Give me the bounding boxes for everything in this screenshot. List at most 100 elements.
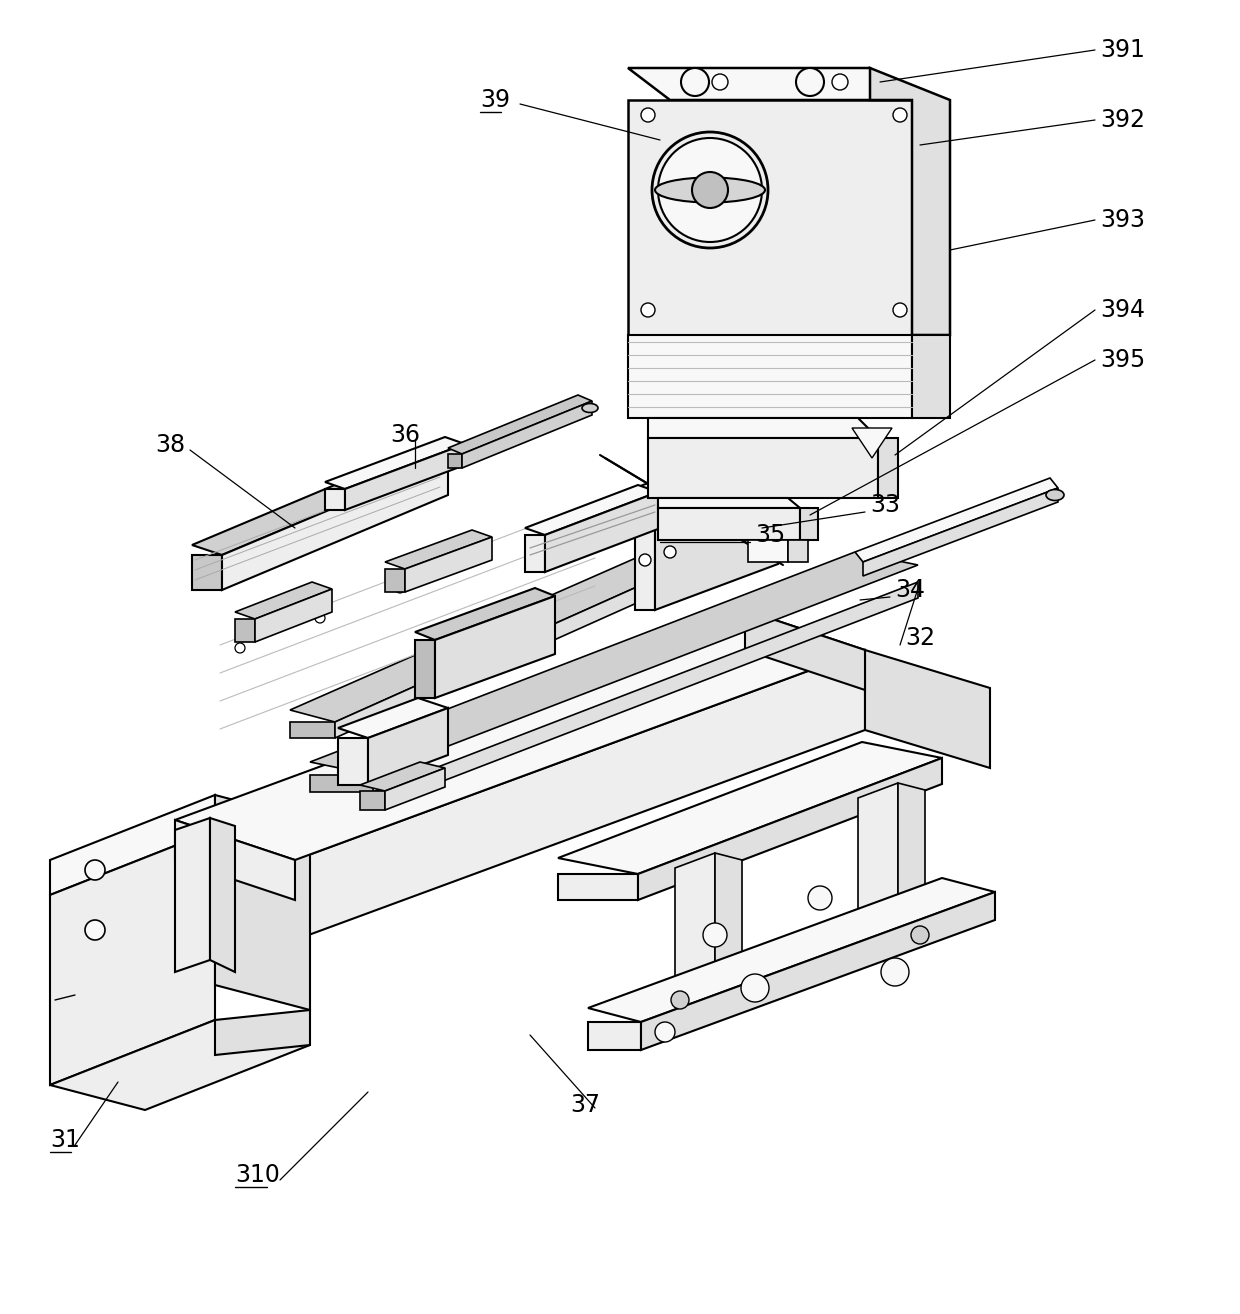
Polygon shape bbox=[50, 795, 215, 895]
Circle shape bbox=[658, 138, 763, 242]
Text: 36: 36 bbox=[391, 423, 420, 447]
Polygon shape bbox=[384, 530, 492, 569]
Polygon shape bbox=[558, 742, 942, 874]
Circle shape bbox=[880, 958, 909, 986]
Polygon shape bbox=[50, 1020, 310, 1110]
Text: 33: 33 bbox=[870, 493, 900, 516]
Polygon shape bbox=[236, 619, 255, 643]
Polygon shape bbox=[856, 478, 1058, 562]
Polygon shape bbox=[368, 708, 448, 784]
Text: 31: 31 bbox=[50, 1127, 79, 1152]
Text: 35: 35 bbox=[755, 523, 785, 547]
Circle shape bbox=[556, 523, 565, 533]
Circle shape bbox=[893, 304, 906, 317]
Polygon shape bbox=[325, 438, 465, 489]
Polygon shape bbox=[525, 485, 658, 535]
Polygon shape bbox=[627, 68, 911, 100]
Polygon shape bbox=[290, 510, 782, 721]
Polygon shape bbox=[255, 589, 332, 643]
Polygon shape bbox=[360, 762, 445, 791]
Text: 37: 37 bbox=[570, 1093, 600, 1117]
Polygon shape bbox=[435, 597, 556, 698]
Polygon shape bbox=[878, 438, 898, 498]
Circle shape bbox=[703, 922, 727, 947]
Polygon shape bbox=[635, 495, 655, 610]
Polygon shape bbox=[627, 100, 911, 335]
Circle shape bbox=[893, 108, 906, 122]
Polygon shape bbox=[863, 487, 1058, 576]
Polygon shape bbox=[210, 819, 236, 972]
Circle shape bbox=[475, 553, 485, 562]
Polygon shape bbox=[898, 783, 925, 940]
Polygon shape bbox=[715, 853, 742, 1009]
Polygon shape bbox=[525, 535, 546, 572]
Text: 39: 39 bbox=[480, 88, 510, 112]
Circle shape bbox=[681, 68, 709, 96]
Circle shape bbox=[671, 991, 689, 1009]
Polygon shape bbox=[373, 582, 918, 808]
Circle shape bbox=[86, 920, 105, 940]
Text: 310: 310 bbox=[236, 1163, 280, 1187]
Circle shape bbox=[663, 547, 676, 558]
Text: 391: 391 bbox=[1100, 38, 1145, 62]
Polygon shape bbox=[870, 68, 950, 335]
Polygon shape bbox=[639, 758, 942, 900]
Polygon shape bbox=[588, 1022, 641, 1050]
Polygon shape bbox=[675, 853, 715, 1017]
Polygon shape bbox=[335, 522, 782, 738]
Circle shape bbox=[652, 131, 768, 248]
Polygon shape bbox=[649, 418, 878, 438]
Polygon shape bbox=[649, 438, 878, 498]
Polygon shape bbox=[192, 555, 222, 590]
Polygon shape bbox=[50, 830, 215, 1085]
Polygon shape bbox=[463, 401, 591, 468]
Polygon shape bbox=[852, 428, 892, 459]
Polygon shape bbox=[415, 587, 556, 640]
Polygon shape bbox=[215, 795, 310, 1010]
Polygon shape bbox=[345, 444, 465, 510]
Circle shape bbox=[86, 859, 105, 880]
Polygon shape bbox=[558, 874, 639, 900]
Polygon shape bbox=[215, 1010, 310, 1055]
Polygon shape bbox=[448, 396, 591, 455]
Polygon shape bbox=[415, 640, 435, 698]
Polygon shape bbox=[858, 783, 898, 947]
Circle shape bbox=[692, 172, 728, 208]
Circle shape bbox=[641, 304, 655, 317]
Polygon shape bbox=[192, 449, 448, 555]
Polygon shape bbox=[448, 455, 463, 468]
Circle shape bbox=[655, 1022, 675, 1042]
Polygon shape bbox=[658, 509, 800, 540]
Polygon shape bbox=[339, 738, 368, 784]
Circle shape bbox=[315, 614, 325, 623]
Polygon shape bbox=[787, 540, 808, 562]
Text: 394: 394 bbox=[1100, 298, 1145, 322]
Polygon shape bbox=[339, 698, 448, 738]
Ellipse shape bbox=[655, 177, 765, 202]
Polygon shape bbox=[310, 775, 373, 792]
Polygon shape bbox=[290, 721, 335, 738]
Ellipse shape bbox=[1047, 490, 1064, 501]
Text: 34: 34 bbox=[895, 578, 925, 602]
Circle shape bbox=[396, 583, 405, 593]
Circle shape bbox=[639, 555, 651, 566]
Polygon shape bbox=[800, 509, 818, 540]
Polygon shape bbox=[384, 569, 405, 593]
Polygon shape bbox=[748, 540, 787, 562]
Circle shape bbox=[911, 926, 929, 943]
Polygon shape bbox=[384, 767, 445, 809]
Circle shape bbox=[712, 74, 728, 89]
Polygon shape bbox=[295, 650, 866, 940]
Polygon shape bbox=[236, 582, 332, 619]
Polygon shape bbox=[641, 892, 994, 1050]
Polygon shape bbox=[360, 791, 384, 809]
Polygon shape bbox=[655, 449, 777, 610]
Polygon shape bbox=[175, 610, 866, 859]
Circle shape bbox=[832, 74, 848, 89]
Circle shape bbox=[742, 974, 769, 1003]
Circle shape bbox=[796, 68, 825, 96]
Polygon shape bbox=[627, 335, 911, 418]
Polygon shape bbox=[866, 650, 990, 767]
Polygon shape bbox=[635, 442, 777, 495]
Text: 392: 392 bbox=[1100, 108, 1145, 131]
